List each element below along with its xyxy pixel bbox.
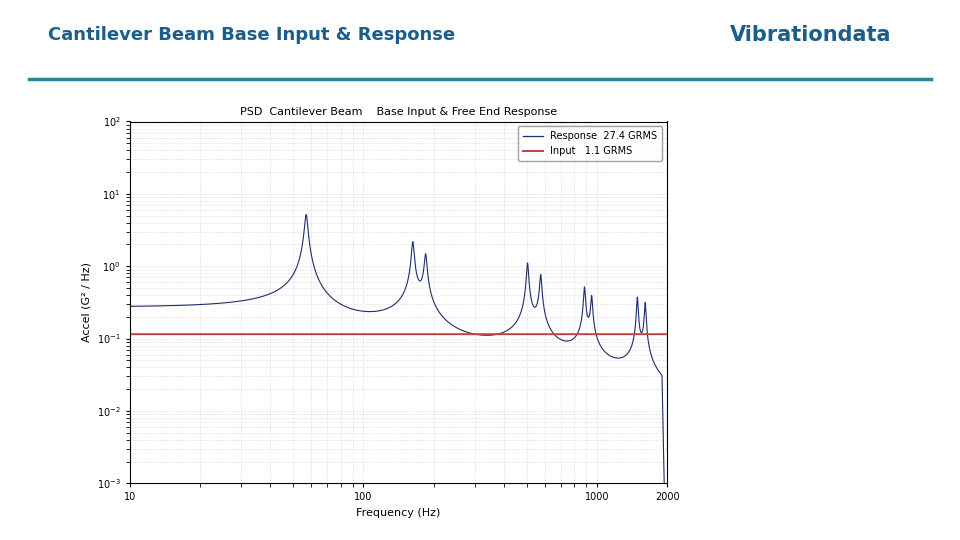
Input   1.1 GRMS xyxy=(222,331,233,338)
Y-axis label: Accel (G² / Hz): Accel (G² / Hz) xyxy=(81,262,91,342)
Response  27.4 GRMS xyxy=(525,294,537,300)
Response  27.4 GRMS xyxy=(124,303,135,309)
Input   1.1 GRMS xyxy=(124,331,135,338)
X-axis label: Frequency (Hz): Frequency (Hz) xyxy=(356,508,441,518)
Input   1.1 GRMS xyxy=(525,331,537,338)
Title: PSD  Cantilever Beam    Base Input & Free End Response: PSD Cantilever Beam Base Input & Free En… xyxy=(240,106,557,117)
Input   1.1 GRMS xyxy=(446,331,458,338)
Response  27.4 GRMS xyxy=(566,336,578,343)
Response  27.4 GRMS xyxy=(329,298,341,304)
Input   1.1 GRMS xyxy=(661,331,673,338)
Text: Cantilever Beam Base Input & Response: Cantilever Beam Base Input & Response xyxy=(48,25,455,44)
Response  27.4 GRMS xyxy=(473,332,485,338)
Input   1.1 GRMS xyxy=(565,331,577,338)
Line: Response  27.4 GRMS: Response 27.4 GRMS xyxy=(130,214,667,540)
Response  27.4 GRMS xyxy=(446,322,458,328)
Response  27.4 GRMS xyxy=(300,211,312,218)
Input   1.1 GRMS xyxy=(473,331,485,338)
Text: Vibrationdata: Vibrationdata xyxy=(730,24,891,45)
Legend: Response  27.4 GRMS, Input   1.1 GRMS: Response 27.4 GRMS, Input 1.1 GRMS xyxy=(518,126,662,161)
Input   1.1 GRMS xyxy=(329,331,341,338)
Response  27.4 GRMS xyxy=(222,299,233,306)
